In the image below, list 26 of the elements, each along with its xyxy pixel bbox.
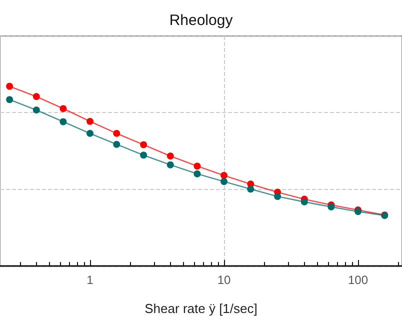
point: [60, 118, 67, 126]
chart-title: Rheology: [169, 12, 234, 29]
point: [220, 172, 228, 179]
point: [140, 141, 148, 148]
point: [194, 170, 201, 178]
point: [86, 130, 94, 137]
x-tick-label: 1: [86, 273, 94, 287]
x-tick-label: 10: [217, 273, 231, 287]
point: [86, 118, 94, 125]
point: [220, 178, 228, 186]
point: [274, 192, 282, 200]
point: [247, 186, 254, 193]
point: [300, 198, 308, 206]
point: [32, 106, 40, 114]
point: [32, 93, 40, 100]
x-axis-title: Shear rate ÿ [1/sec]: [144, 301, 258, 316]
point: [6, 82, 14, 90]
x-tick-label: 100: [348, 273, 368, 287]
point: [113, 130, 120, 137]
point: [140, 152, 148, 159]
point: [166, 161, 174, 168]
point: [166, 152, 174, 160]
point: [6, 96, 14, 104]
point: [113, 140, 120, 148]
point: [60, 105, 67, 112]
point: [194, 162, 201, 170]
